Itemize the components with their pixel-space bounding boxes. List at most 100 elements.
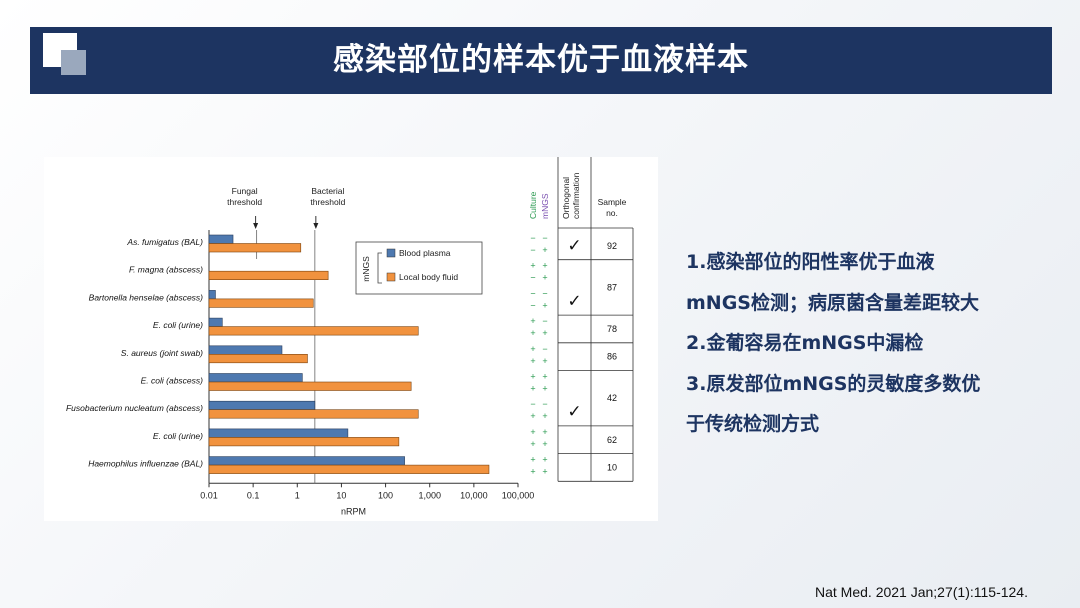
mngs-result: −	[542, 344, 547, 354]
sample-number: 10	[607, 462, 617, 472]
row-label: E. coli (urine)	[153, 320, 203, 330]
row-label: E. coli (urine)	[153, 431, 203, 441]
mngs-result: +	[542, 467, 547, 477]
bar-local-body-fluid	[208, 298, 314, 308]
x-tick-label: 1,000	[418, 490, 441, 500]
culture-result: −	[530, 233, 535, 243]
bar-local-body-fluid	[208, 437, 400, 447]
bar-blood-plasma	[208, 400, 316, 410]
legend-swatch	[386, 248, 396, 258]
legend-bracket	[377, 252, 382, 284]
sample-number: 87	[607, 282, 617, 292]
culture-result: +	[530, 467, 535, 477]
sample-column-header: Sample	[598, 197, 627, 207]
x-tick-label: 100	[378, 490, 393, 500]
threshold-label: Fungal	[232, 186, 258, 196]
culture-result: +	[530, 384, 535, 394]
orthogonal-column-header: confirmation	[571, 172, 581, 219]
citation: Nat Med. 2021 Jan;27(1):115-124.	[815, 584, 1028, 600]
bar-blood-plasma	[208, 317, 223, 327]
row-label: E. coli (abscess)	[141, 376, 204, 386]
orthogonal-check: ✓	[567, 402, 581, 422]
culture-result: −	[530, 273, 535, 283]
culture-result: −	[530, 399, 535, 409]
x-axis-title: nRPM	[341, 506, 366, 516]
bar-local-body-fluid	[208, 326, 419, 336]
sample-number: 78	[607, 324, 617, 334]
bullet-line-4: 3.原发部位mNGS的灵敏度多数优	[686, 372, 981, 395]
bar-blood-plasma	[208, 290, 216, 300]
mngs-result: +	[542, 455, 547, 465]
bullet-line-5: 于传统检测方式	[686, 413, 820, 435]
bar-blood-plasma	[208, 456, 405, 466]
legend-title: mNGS	[361, 256, 371, 282]
mngs-result: +	[542, 384, 547, 394]
bar-local-body-fluid	[208, 354, 308, 364]
sample-number: 86	[607, 352, 617, 362]
orthogonal-check: ✓	[567, 291, 581, 311]
bar-local-body-fluid	[208, 381, 412, 391]
sample-number: 62	[607, 435, 617, 445]
mngs-result: +	[542, 273, 547, 283]
culture-result: +	[530, 316, 535, 326]
bar-blood-plasma	[208, 234, 234, 244]
mngs-result: +	[542, 261, 547, 271]
sample-number: 42	[607, 393, 617, 403]
threshold-label: threshold	[227, 197, 262, 207]
mngs-result: +	[542, 439, 547, 449]
row-label: F. magna (abscess)	[129, 265, 203, 275]
page-title: 感染部位的样本优于血液样本	[333, 42, 749, 78]
mngs-result: −	[542, 233, 547, 243]
row-label: Fusobacterium nucleatum (abscess)	[66, 403, 203, 413]
sample-number: 92	[607, 241, 617, 251]
x-tick-label: 10,000	[460, 490, 488, 500]
nrpm-bar-chart: 0.01 0.1 1 10 100 1,000 10,000 100,000 nRPM Funga…	[66, 157, 634, 516]
culture-result: +	[530, 411, 535, 421]
title-decoration-square-shadow	[61, 50, 86, 75]
mngs-result: +	[542, 411, 547, 421]
mngs-result: +	[542, 427, 547, 437]
culture-result: +	[530, 356, 535, 366]
culture-result: +	[530, 344, 535, 354]
threshold-arrow-head	[313, 223, 319, 229]
bar-blood-plasma	[208, 373, 303, 383]
culture-result: −	[530, 288, 535, 298]
culture-result: +	[530, 455, 535, 465]
mngs-result: +	[542, 245, 547, 255]
row-label: Bartonella henselae (abscess)	[89, 292, 204, 302]
mngs-column-header: mNGS	[540, 193, 550, 219]
row-label: As. fumigatus (BAL)	[126, 237, 203, 247]
mngs-result: +	[542, 300, 547, 310]
x-tick-label: 10	[336, 490, 346, 500]
mngs-result: −	[542, 288, 547, 298]
culture-result: +	[530, 372, 535, 382]
x-tick-label: 0.01	[200, 490, 218, 500]
bullet-line-1: 1.感染部位的阳性率优于血液	[686, 251, 935, 273]
title-bar: 感染部位的样本优于血液样本	[30, 27, 1052, 94]
bar-blood-plasma	[208, 345, 283, 355]
mngs-result: +	[542, 372, 547, 382]
culture-result: +	[530, 439, 535, 449]
bar-local-body-fluid	[208, 464, 490, 474]
x-tick-label: 1	[295, 490, 300, 500]
mngs-result: +	[542, 356, 547, 366]
culture-result: −	[530, 300, 535, 310]
legend-label: Local body fluid	[399, 272, 458, 282]
figure-panel: 0.01 0.1 1 10 100 1,000 10,000 100,000 nRPM Funga…	[44, 157, 658, 521]
row-label: S. aureus (joint swab)	[121, 348, 203, 358]
bullet-line-3: 2.金葡容易在mNGS中漏检	[686, 332, 924, 354]
legend-swatch	[386, 272, 396, 282]
culture-result: −	[530, 245, 535, 255]
orthogonal-column-header: Orthogonal	[561, 177, 571, 219]
row-label: Haemophilus influenzae (BAL)	[88, 459, 203, 469]
legend-box	[355, 241, 483, 295]
threshold-label: threshold	[310, 197, 345, 207]
x-tick-label: 100,000	[502, 490, 535, 500]
bar-local-body-fluid	[208, 409, 419, 419]
orthogonal-check: ✓	[567, 236, 581, 256]
bar-local-body-fluid	[208, 270, 329, 280]
culture-result: +	[530, 261, 535, 271]
culture-column-header: Culture	[528, 191, 538, 219]
x-tick-label: 0.1	[247, 490, 260, 500]
mngs-result: −	[542, 316, 547, 326]
